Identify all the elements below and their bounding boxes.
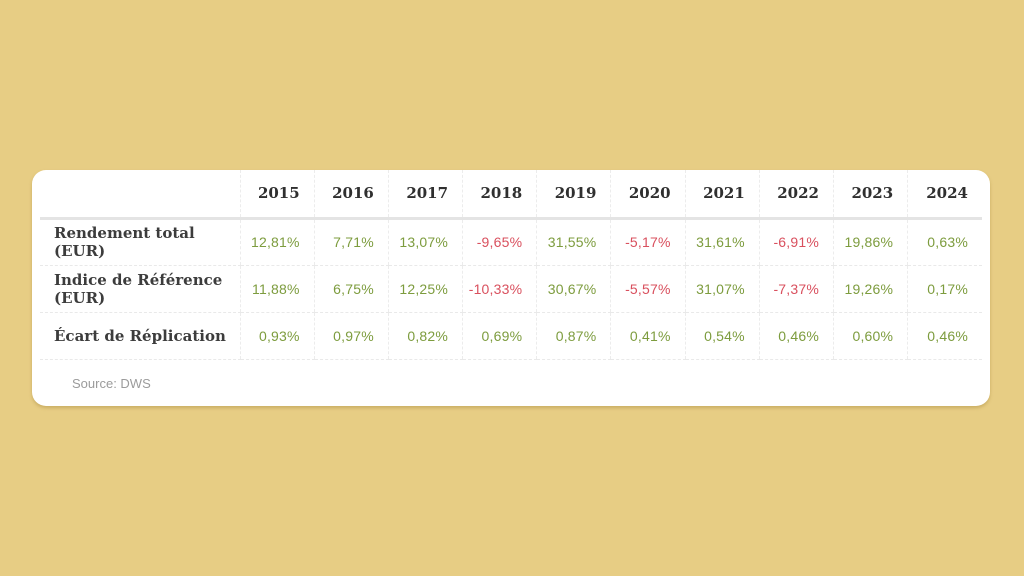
value-cell: 0,46% xyxy=(758,312,834,360)
table-body: Rendement total (EUR) 12,81% 7,71% 13,07% -9… xyxy=(40,218,982,360)
year-header: 2022 xyxy=(758,170,834,220)
performance-table-card: 2015 2016 2017 2018 2019 2020 2021 2022 2023 2024… xyxy=(32,170,990,406)
value-cell: 31,07% xyxy=(684,265,760,313)
row-label: Indice de Référence (EUR) xyxy=(40,265,240,313)
value-cell: 0,87% xyxy=(536,312,611,360)
value-cell: 0,60% xyxy=(832,312,908,360)
table-row: Indice de Référence (EUR) 11,88% 6,75% 12,2… xyxy=(40,265,982,313)
year-header: 2015 xyxy=(239,170,315,220)
row-label: Rendement total (EUR) xyxy=(40,218,240,266)
value-cell: 30,67% xyxy=(536,265,611,313)
value-cell: 0,41% xyxy=(610,312,686,360)
performance-table: 2015 2016 2017 2018 2019 2020 2021 2022 2023 2024… xyxy=(40,170,982,360)
value-cell: 11,88% xyxy=(239,265,315,313)
header-corner-cell xyxy=(40,170,240,220)
year-header: 2021 xyxy=(684,170,760,220)
value-cell: 0,54% xyxy=(684,312,760,360)
value-cell: 13,07% xyxy=(387,218,463,266)
value-cell: 0,93% xyxy=(239,312,315,360)
year-header: 2019 xyxy=(536,170,611,220)
value-cell: 0,46% xyxy=(907,312,982,360)
value-cell: 19,86% xyxy=(832,218,908,266)
value-cell: -7,37% xyxy=(758,265,834,313)
source-note: Source: DWS xyxy=(72,376,151,391)
value-cell: 6,75% xyxy=(313,265,389,313)
value-cell: 0,63% xyxy=(907,218,982,266)
value-cell: 31,55% xyxy=(536,218,611,266)
year-header: 2017 xyxy=(387,170,463,220)
value-cell: -10,33% xyxy=(462,265,537,313)
value-cell: 7,71% xyxy=(313,218,389,266)
year-header: 2018 xyxy=(462,170,537,220)
value-cell: 0,69% xyxy=(462,312,537,360)
year-header: 2023 xyxy=(832,170,908,220)
table-row: Écart de Réplication 0,93% 0,97% 0,82% 0,69%… xyxy=(40,312,982,360)
value-cell: 12,81% xyxy=(239,218,315,266)
value-cell: 12,25% xyxy=(387,265,463,313)
year-header: 2024 xyxy=(907,170,982,220)
table-row: Rendement total (EUR) 12,81% 7,71% 13,07% -9… xyxy=(40,218,982,266)
value-cell: 0,97% xyxy=(313,312,389,360)
value-cell: -6,91% xyxy=(758,218,834,266)
value-cell: -9,65% xyxy=(462,218,537,266)
value-cell: -5,57% xyxy=(610,265,686,313)
value-cell: 19,26% xyxy=(832,265,908,313)
table-header-row: 2015 2016 2017 2018 2019 2020 2021 2022 2023 2024 xyxy=(40,170,982,220)
value-cell: -5,17% xyxy=(610,218,686,266)
value-cell: 0,17% xyxy=(907,265,982,313)
value-cell: 0,82% xyxy=(387,312,463,360)
value-cell: 31,61% xyxy=(684,218,760,266)
year-header: 2020 xyxy=(610,170,686,220)
row-label: Écart de Réplication xyxy=(40,312,240,360)
year-header: 2016 xyxy=(313,170,389,220)
